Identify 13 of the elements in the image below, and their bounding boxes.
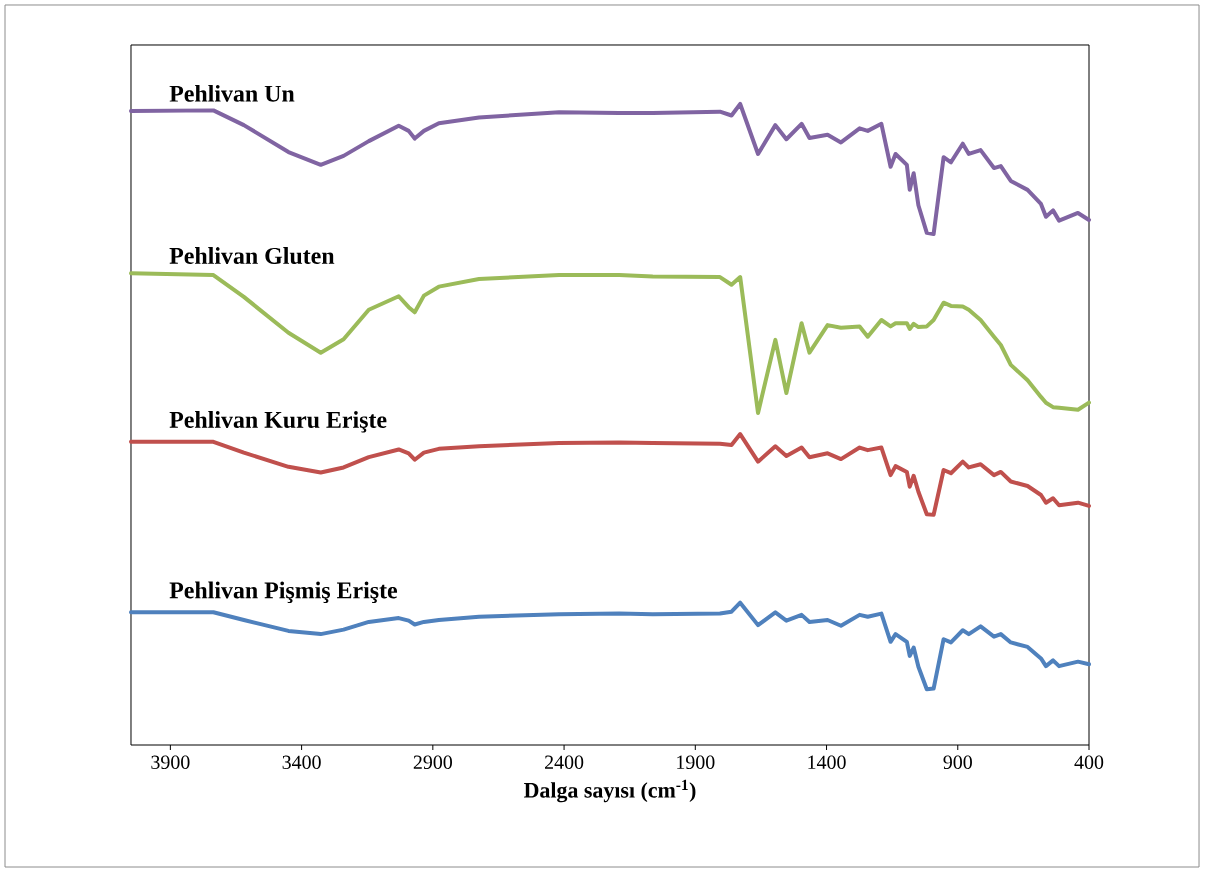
x-tick-label: 900 xyxy=(943,755,972,769)
x-tick-label: 2400 xyxy=(545,755,584,769)
x-tick-label: 400 xyxy=(1074,755,1104,769)
x-tick-label: 2900 xyxy=(413,755,452,769)
x-tick-label: 1900 xyxy=(677,755,715,769)
series-label: Pehlivan Gluten xyxy=(169,247,335,264)
series-label: Pehlivan Pişmiş Erişte xyxy=(169,581,398,604)
x-axis-title: Dalga sayısı (cm$^{-1}$) xyxy=(524,779,696,803)
x-tick-label: 3900 xyxy=(151,755,190,769)
x-tick-label: 3400 xyxy=(282,755,321,769)
series-label: Pehlivan Un xyxy=(169,84,295,102)
x-tick-label: 1400 xyxy=(808,755,846,769)
series-label: Pehlivan Kuru Erişte xyxy=(169,411,387,433)
